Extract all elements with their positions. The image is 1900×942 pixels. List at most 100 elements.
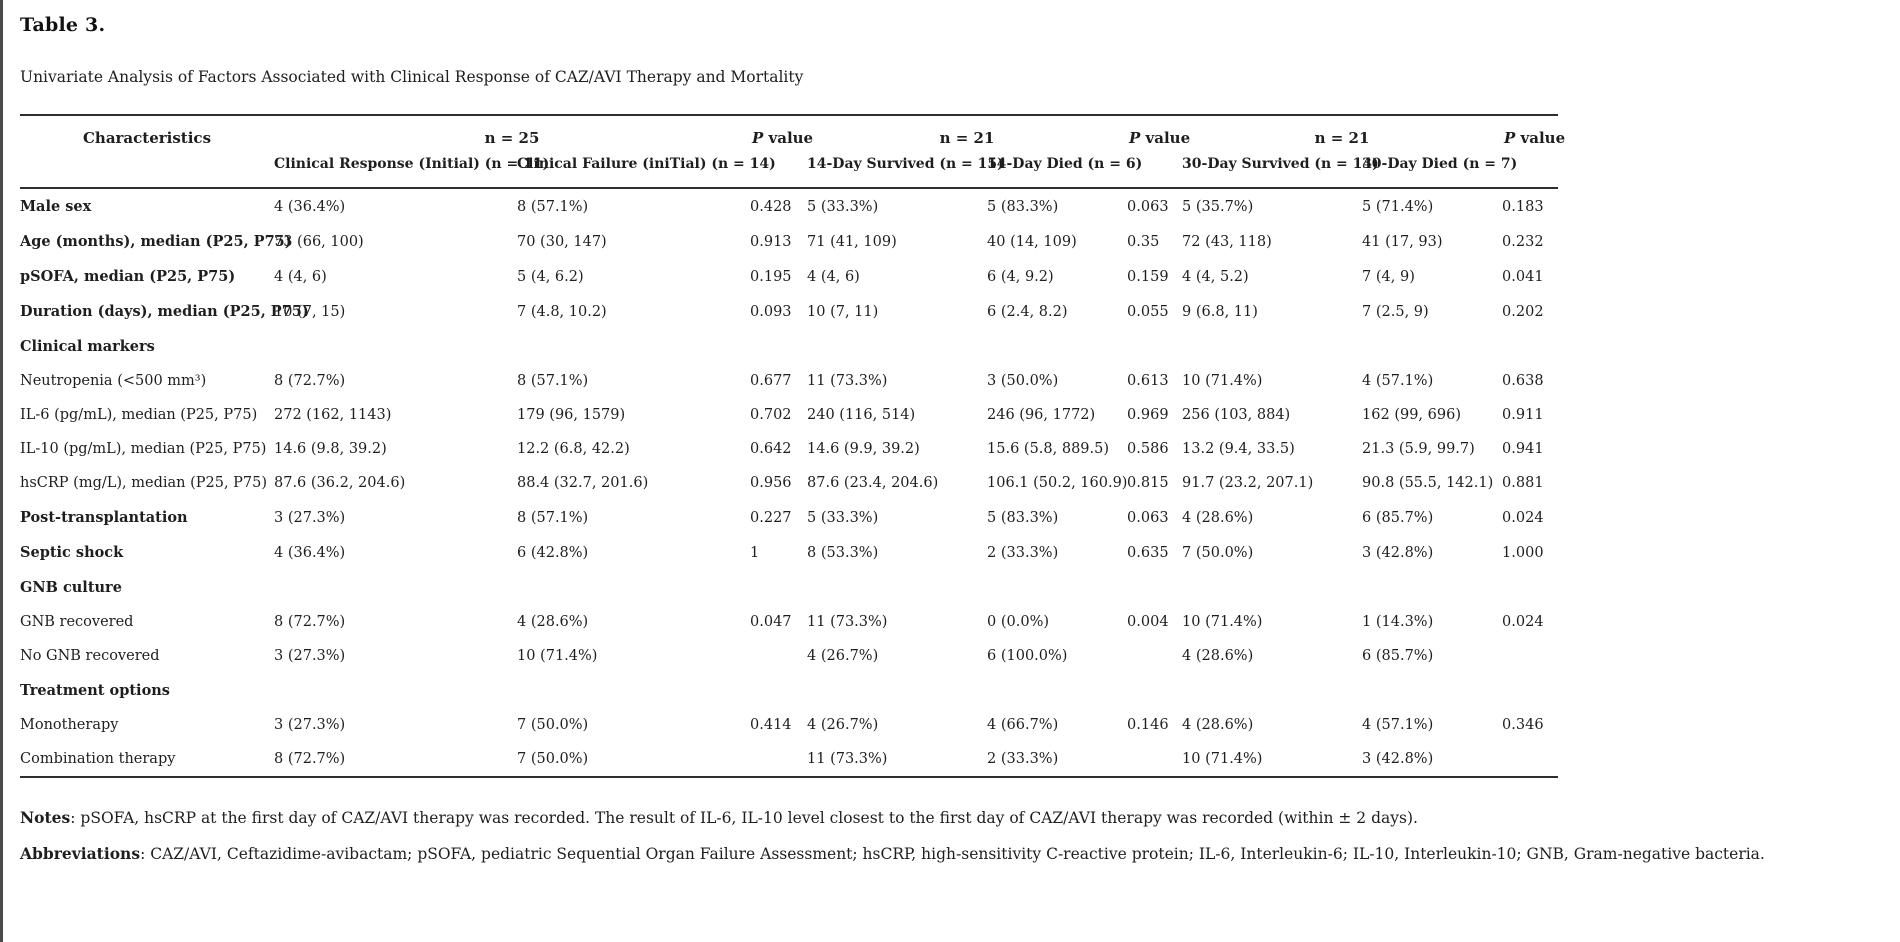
data-cell xyxy=(274,329,517,364)
data-cell: 87.6 (36.2, 204.6) xyxy=(274,475,406,491)
data-cell: 0.911 xyxy=(1502,407,1544,423)
data-cell: 0.702 xyxy=(750,407,792,423)
data-cell: 4 (28.6%) xyxy=(1182,717,1254,733)
data-cell: 8 (57.1%) xyxy=(517,373,589,389)
table-row: Monotherapy 3 (27.3%) 7 (50.0%) 0.414 4 (26.… xyxy=(20,708,1558,742)
data-cell: 0.024 xyxy=(1502,614,1544,630)
row-label: Combination therapy xyxy=(20,751,176,767)
data-cell: 2 (33.3%) xyxy=(987,751,1059,767)
data-cell: 21.3 (5.9, 99.7) xyxy=(1362,441,1475,457)
data-cell xyxy=(1127,329,1182,364)
table-row: Post-transplantation 3 (27.3%) 8 (57.1%) 0.… xyxy=(20,500,1558,535)
article-table-page: Table 3. Univariate Analysis of Factors … xyxy=(20,14,1900,865)
row-label: Duration (days), median (P25, P75) xyxy=(20,303,309,320)
data-cell: 106.1 (50.2, 160.9) xyxy=(987,475,1128,491)
data-cell: 0.055 xyxy=(1127,303,1169,320)
row-label: IL-6 (pg/mL), median (P25, P75) xyxy=(20,407,258,423)
data-cell: 0.227 xyxy=(750,509,792,526)
data-cell: 0.642 xyxy=(750,441,792,457)
data-cell xyxy=(517,673,750,708)
data-cell xyxy=(1502,742,1558,777)
data-cell: 14.6 (9.8, 39.2) xyxy=(274,441,387,457)
notes-text: : pSOFA, hsCRP at the first day of CAZ/A… xyxy=(70,809,1418,827)
data-cell xyxy=(1182,570,1362,605)
data-cell: 3 (42.8%) xyxy=(1362,751,1434,767)
data-cell: 71 (41, 109) xyxy=(807,233,897,250)
data-cell: 0.956 xyxy=(750,475,792,491)
table-row: Septic shock 4 (36.4%) 6 (42.8%) 1 8 (53.3%)… xyxy=(20,535,1558,570)
data-cell: 5 (35.7%) xyxy=(1182,198,1254,215)
data-cell: 0.346 xyxy=(1502,717,1544,733)
data-cell: 7 (50.0%) xyxy=(517,751,589,767)
data-cell: 11 (73.3%) xyxy=(807,614,888,630)
data-cell xyxy=(750,329,807,364)
data-cell: 4 (36.4%) xyxy=(274,198,346,215)
data-cell xyxy=(987,673,1127,708)
table-row: Duration (days), median (P25, P75) 10 (7,… xyxy=(20,294,1558,329)
data-cell: 0.35 xyxy=(1127,233,1160,250)
table-footnotes: Notes: pSOFA, hsCRP at the first day of … xyxy=(20,808,1900,865)
table-header: Characteristics n = 25 P value n = 21 P … xyxy=(20,115,1565,188)
data-cell: 0.586 xyxy=(1127,441,1169,457)
section-label: Treatment options xyxy=(20,682,170,699)
data-cell: 0.677 xyxy=(750,373,792,389)
data-cell: 4 (4, 5.2) xyxy=(1182,268,1249,285)
data-cell xyxy=(1127,639,1182,673)
row-label: GNB recovered xyxy=(20,614,134,630)
row-label: Monotherapy xyxy=(20,717,119,733)
data-cell: 7 (4.8, 10.2) xyxy=(517,303,607,320)
data-cell: 11 (73.3%) xyxy=(807,373,888,389)
data-cell: 0.635 xyxy=(1127,544,1169,561)
data-cell: 3 (27.3%) xyxy=(274,509,346,526)
data-cell: 0.146 xyxy=(1127,717,1169,733)
table-row: Combination therapy 8 (72.7%) 7 (50.0%) 11 … xyxy=(20,742,1558,777)
row-label: Post-transplantation xyxy=(20,509,188,526)
data-cell xyxy=(274,570,517,605)
data-cell: 13.2 (9.4, 33.5) xyxy=(1182,441,1295,457)
data-cell xyxy=(1362,329,1502,364)
data-cell xyxy=(1362,673,1502,708)
data-cell: 272 (162, 1143) xyxy=(274,407,392,423)
data-cell: 0 (0.0%) xyxy=(987,614,1050,630)
abbreviations-label: Abbreviations xyxy=(20,844,141,864)
table-row: GNB recovered 8 (72.7%) 4 (28.6%) 0.047 11 (… xyxy=(20,605,1558,639)
p-rest: value xyxy=(763,129,814,147)
p-rest: value xyxy=(1515,129,1566,147)
data-cell: 5 (83.3%) xyxy=(987,509,1059,526)
header-30day-died: 30-Day Died (n = 7) xyxy=(1362,156,1518,172)
table-row: Neutropenia (<500 mm³) 8 (72.7%) 8 (57.1%)… xyxy=(20,364,1558,398)
table-row: Male sex 4 (36.4%) 8 (57.1%) 0.428 5 (33.3%)… xyxy=(20,188,1558,224)
table-row: No GNB recovered 3 (27.3%) 10 (71.4%) 4 (26… xyxy=(20,639,1558,673)
data-cell xyxy=(1502,639,1558,673)
section-label: GNB culture xyxy=(20,579,122,596)
p-rest: value xyxy=(1140,129,1191,147)
data-cell: 9 (6.8, 11) xyxy=(1182,303,1258,320)
notes-label: Notes xyxy=(20,808,71,827)
data-cell: 246 (96, 1772) xyxy=(987,407,1096,423)
data-cell: 8 (57.1%) xyxy=(517,509,589,526)
row-label: hsCRP (mg/L), median (P25, P75) xyxy=(20,475,268,491)
univariate-analysis-table: Characteristics n = 25 P value n = 21 P … xyxy=(20,114,1565,778)
data-cell: 6 (85.7%) xyxy=(1362,509,1434,526)
data-cell: 8 (72.7%) xyxy=(274,373,346,389)
abbreviations-line: Abbreviations: CAZ/AVI, Ceftazidime-avib… xyxy=(20,844,1900,864)
header-row-groups: Characteristics n = 25 P value n = 21 P … xyxy=(20,115,1565,152)
notes-line: Notes: pSOFA, hsCRP at the first day of … xyxy=(20,808,1900,828)
table-body: Male sex 4 (36.4%) 8 (57.1%) 0.428 5 (33.3%)… xyxy=(20,188,1558,777)
data-cell: 3 (27.3%) xyxy=(274,717,346,733)
header-14day-survived: 14-Day Survived (n = 15) xyxy=(807,156,1004,172)
data-cell: 1 xyxy=(750,544,760,561)
data-cell xyxy=(1127,742,1182,777)
abbreviations-text: : CAZ/AVI, Ceftazidime-avibactam; pSOFA,… xyxy=(140,845,1765,864)
data-cell xyxy=(1362,570,1502,605)
data-cell: 2 (33.3%) xyxy=(987,544,1059,561)
data-cell: 72 (43, 118) xyxy=(1182,233,1272,250)
data-cell: 0.613 xyxy=(1127,373,1169,389)
table-row: hsCRP (mg/L), median (P25, P75) 87.6 (36.… xyxy=(20,466,1558,500)
data-cell: 1.000 xyxy=(1502,544,1544,561)
data-cell: 10 (71.4%) xyxy=(1182,614,1263,630)
data-cell: 0.004 xyxy=(1127,614,1169,630)
data-cell: 6 (85.7%) xyxy=(1362,648,1434,664)
data-cell: 5 (4, 6.2) xyxy=(517,268,584,285)
data-cell: 1 (14.3%) xyxy=(1362,614,1434,630)
